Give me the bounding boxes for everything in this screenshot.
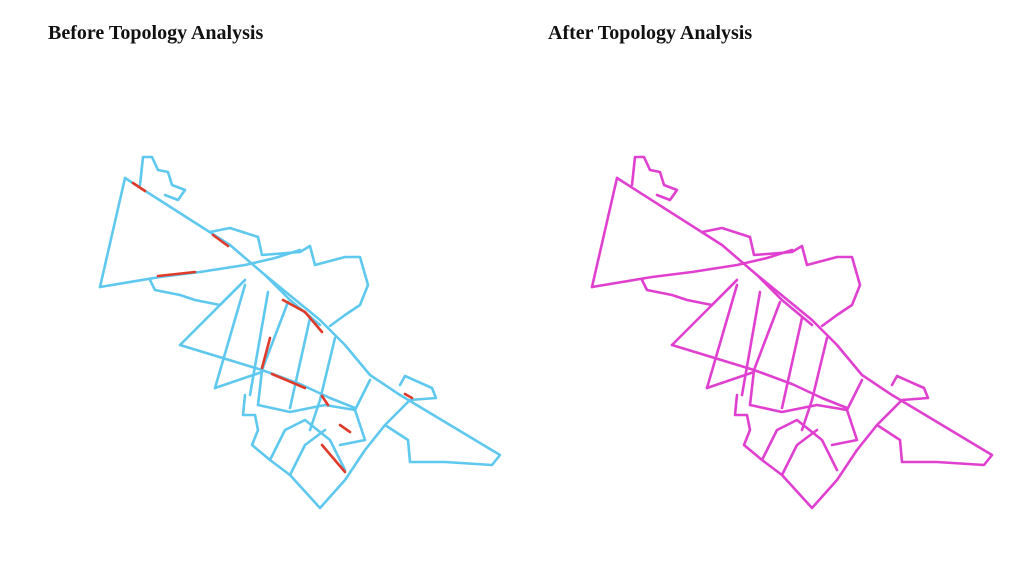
topology-errors (131, 181, 414, 474)
panel-title: Before Topology Analysis (48, 22, 264, 44)
network-after (590, 155, 994, 510)
network-before (98, 155, 502, 510)
panel-title: After Topology Analysis (548, 22, 753, 44)
